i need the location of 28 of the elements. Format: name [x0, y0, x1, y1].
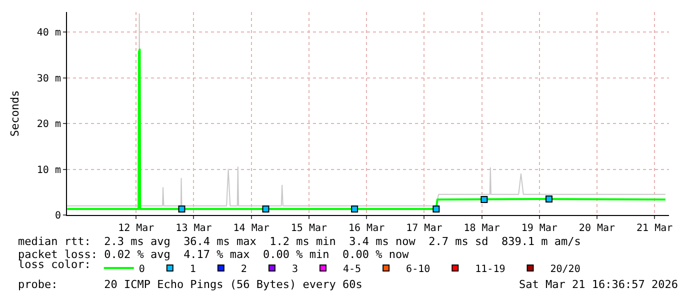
x-tick-label: 15 Mar: [290, 223, 328, 234]
y-tick-label: 0: [54, 210, 61, 222]
legend-label: 3: [292, 264, 298, 275]
x-tick-label: 12 Mar: [118, 223, 154, 234]
y-tick-label: 30 m: [36, 73, 61, 84]
y-tick-label: 20 m: [36, 119, 61, 130]
x-tick-label: 21 Mar: [636, 223, 673, 234]
y-tick-label: 40 m: [36, 28, 61, 39]
legend-label: 20/20: [550, 264, 580, 275]
x-tick-label: 19 Mar: [521, 223, 558, 234]
y-tick-label: 10 m: [36, 164, 61, 176]
x-tick-label: 14 Mar: [233, 223, 270, 234]
text: packet loss: 0.02 % avg 4.17 % max 0.00 % min 0.00 % now: [18, 248, 410, 261]
x-tick-label: 17 Mar: [406, 223, 442, 234]
legend-label: 2: [240, 264, 247, 275]
text: probe: 20 ICMP Echo Pings (56 Bytes) every 60s: [18, 278, 362, 291]
legend-label: 1: [190, 264, 196, 275]
x-tick-label: 18 Mar: [464, 223, 500, 234]
y-axis-title: Seconds: [8, 90, 22, 137]
legend-label: 6-10: [406, 264, 430, 275]
text: median rtt: 2.3 ms avg 36.4 ms max 1.2 ms min 3.4 ms now 2.7 ms sd 839.1 m am/s: [18, 235, 581, 248]
x-tick-label: 13 Mar: [176, 223, 212, 234]
text: Sat Mar 21 16:36:57 2026: [519, 278, 678, 291]
legend-label: 4-5: [342, 264, 362, 275]
legend-label: 11-19: [475, 264, 506, 275]
x-tick-label: 20 Mar: [578, 223, 616, 234]
legend-label: 0: [138, 264, 145, 275]
x-tick-label: 16 Mar: [348, 223, 385, 234]
